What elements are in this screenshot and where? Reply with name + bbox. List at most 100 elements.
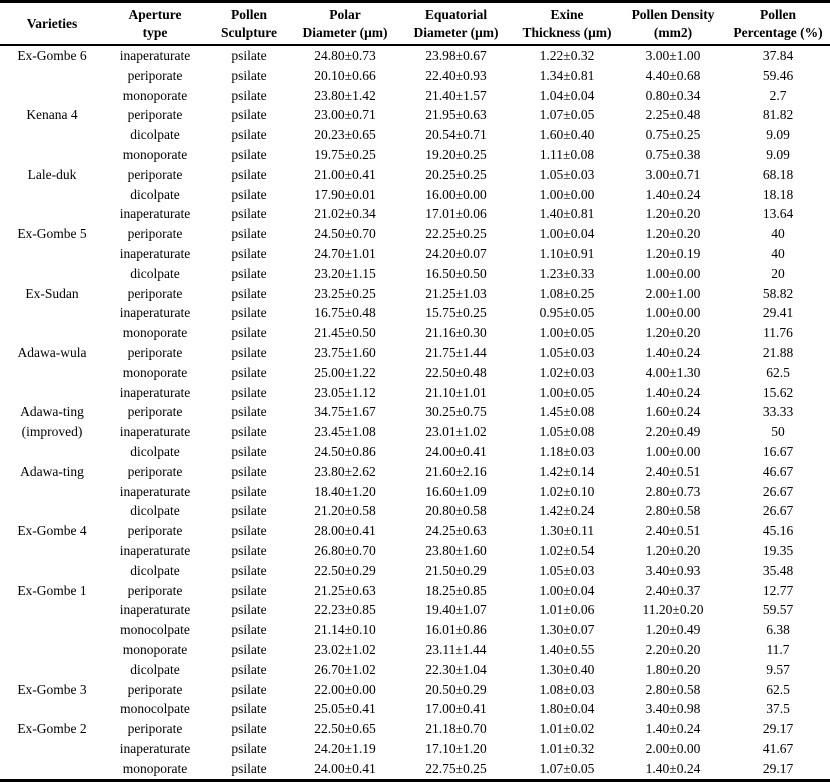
- cell-equatorial-diameter: 18.25±0.85: [425, 582, 487, 598]
- cell-exine-thickness: 1.00±0.00: [539, 186, 595, 202]
- cell-pollen-sculpture: psilate: [231, 265, 267, 281]
- header-line-1: Varieties: [26, 15, 78, 31]
- cell-pollen-sculpture: psilate: [231, 463, 267, 479]
- cell-pollen-sculpture: psilate: [231, 582, 267, 598]
- cell-pollen-sculpture: psilate: [231, 701, 267, 717]
- cell-aperture-type: dicolpate: [130, 444, 180, 460]
- cell-pollen-percentage: 58.82: [762, 285, 794, 301]
- cell-aperture-type: dicolpate: [130, 503, 180, 519]
- cell-pollen-percentage: 26.67: [762, 483, 794, 499]
- cell-varieties: [0, 303, 104, 323]
- cell-pollen-density: 11.20±0.20: [642, 602, 704, 618]
- cell-aperture-type: monoporate: [122, 325, 188, 341]
- cell-polar-diameter: 23.02±1.02: [314, 642, 376, 657]
- cell-pollen-density: 3.40±0.93: [645, 562, 701, 578]
- cell-varieties: [0, 185, 104, 205]
- cell-pollen-density: 2.80±0.73: [645, 483, 701, 499]
- cell-exine-thickness: 1.01±0.32: [539, 740, 595, 756]
- cell-aperture-type: periporate: [127, 285, 183, 301]
- cell-pollen-sculpture: psilate: [231, 740, 267, 756]
- cell-exine-thickness: 1.05±0.03: [539, 562, 595, 578]
- cell-aperture-type: dicolpate: [130, 562, 180, 578]
- table-row: Ex-Gombe 4 periporate psilate 28.00±0.41 24.…: [0, 521, 830, 541]
- cell-varieties: [0, 204, 104, 224]
- cell-varieties: [0, 759, 104, 780]
- table-row: monocolpate psilate 25.05±0.41 17.00±0.41 1.…: [0, 699, 830, 719]
- cell-pollen-percentage: 6.38: [766, 622, 790, 638]
- cell-polar-diameter: 21.14±0.10: [314, 622, 376, 638]
- cell-pollen-percentage: 9.57: [766, 661, 790, 677]
- cell-pollen-sculpture: psilate: [231, 107, 267, 123]
- cell-pollen-sculpture: psilate: [231, 622, 267, 638]
- cell-aperture-type: inaperaturate: [119, 740, 191, 756]
- cell-pollen-percentage: 62.5: [766, 681, 790, 697]
- cell-polar-diameter: 23.20±1.15: [314, 265, 376, 281]
- cell-polar-diameter: 23.45±1.08: [314, 424, 376, 440]
- cell-pollen-percentage: 20: [771, 265, 785, 281]
- cell-equatorial-diameter: 21.25±1.03: [425, 285, 487, 301]
- cell-pollen-density: 2.80±0.58: [645, 503, 701, 519]
- cell-aperture-type: periporate: [127, 582, 183, 598]
- cell-pollen-density: 3.00±1.00: [645, 48, 701, 64]
- cell-equatorial-diameter: 21.95±0.63: [425, 107, 487, 123]
- cell-equatorial-diameter: 17.10±1.20: [425, 740, 487, 756]
- cell-polar-diameter: 22.23±0.85: [314, 602, 376, 618]
- cell-pollen-density: 1.20±0.49: [645, 622, 701, 638]
- cell-pollen-percentage: 12.77: [762, 582, 794, 598]
- cell-varieties: [0, 620, 104, 640]
- cell-polar-diameter: 22.00±0.00: [314, 681, 376, 697]
- cell-polar-diameter: 23.00±0.71: [314, 107, 376, 123]
- cell-varieties: [0, 541, 104, 561]
- cell-varieties: [0, 323, 104, 343]
- column-header-pollen-percentage: Pollen Percentage (%): [726, 2, 830, 46]
- table-row: monoporate psilate 24.00±0.41 22.75±0.25 1.0…: [0, 759, 830, 780]
- cell-equatorial-diameter: 23.98±0.67: [425, 48, 487, 64]
- cell-varieties: [0, 86, 104, 106]
- cell-polar-diameter: 21.02±0.34: [314, 206, 376, 222]
- cell-polar-diameter: 21.00±0.41: [314, 166, 376, 182]
- cell-exine-thickness: 1.11±0.08: [539, 147, 595, 163]
- cell-pollen-density: 2.40±0.51: [645, 523, 701, 539]
- cell-varieties: [0, 383, 104, 403]
- cell-pollen-density: 0.75±0.25: [645, 127, 701, 143]
- cell-equatorial-diameter: 22.25±0.25: [425, 226, 487, 242]
- cell-polar-diameter: 24.50±0.86: [314, 444, 376, 460]
- cell-aperture-type: inaperaturate: [119, 305, 191, 321]
- cell-varieties: [0, 660, 104, 680]
- table-row: Ex-Gombe 5 periporate psilate 24.50±0.70 22.…: [0, 224, 830, 244]
- cell-exine-thickness: 0.95±0.05: [539, 305, 595, 321]
- table-row: Ex-Gombe 3 periporate psilate 22.00±0.00 20.…: [0, 680, 830, 700]
- cell-equatorial-diameter: 24.25±0.63: [425, 523, 487, 539]
- cell-exine-thickness: 1.08±0.03: [539, 681, 595, 697]
- cell-aperture-type: inaperaturate: [119, 384, 191, 400]
- cell-exine-thickness: 1.42±0.14: [539, 463, 595, 479]
- cell-aperture-type: inaperaturate: [119, 483, 191, 499]
- cell-pollen-density: 3.00±0.71: [645, 166, 701, 182]
- cell-pollen-percentage: 15.62: [762, 384, 794, 400]
- cell-exine-thickness: 1.40±0.81: [539, 206, 595, 222]
- cell-varieties: [0, 125, 104, 145]
- cell-aperture-type: monoporate: [122, 760, 188, 776]
- table-row: dicolpate psilate 26.70±1.02 22.30±1.04 1.30…: [0, 660, 830, 680]
- table-row: inaperaturate psilate 21.02±0.34 17.01±0.06…: [0, 204, 830, 224]
- table-row: periporate psilate 20.10±0.66 22.40±0.93 1.3…: [0, 66, 830, 86]
- cell-polar-diameter: 24.00±0.41: [314, 760, 376, 776]
- cell-exine-thickness: 1.23±0.33: [539, 265, 595, 281]
- cell-pollen-density: 1.00±0.00: [645, 444, 701, 460]
- cell-exine-thickness: 1.22±0.32: [539, 48, 595, 64]
- cell-pollen-percentage: 21.88: [762, 345, 794, 361]
- table-row: dicolpate psilate 21.20±0.58 20.80±0.58 1.42…: [0, 501, 830, 521]
- table-header: Varieties Aperture type Pollen Sculpture Pola…: [0, 2, 830, 46]
- cell-pollen-sculpture: psilate: [231, 523, 267, 539]
- cell-polar-diameter: 25.00±1.22: [314, 364, 376, 380]
- cell-equatorial-diameter: 21.60±2.16: [425, 463, 487, 479]
- cell-pollen-density: 2.25±0.48: [645, 107, 701, 123]
- cell-equatorial-diameter: 20.80±0.58: [425, 503, 487, 519]
- cell-pollen-sculpture: psilate: [231, 503, 267, 519]
- cell-pollen-sculpture: psilate: [231, 483, 267, 499]
- cell-varieties: [0, 442, 104, 462]
- cell-polar-diameter: 26.80±0.70: [314, 543, 376, 559]
- cell-pollen-percentage: 9.09: [766, 127, 790, 143]
- cell-polar-diameter: 22.50±0.65: [314, 721, 376, 737]
